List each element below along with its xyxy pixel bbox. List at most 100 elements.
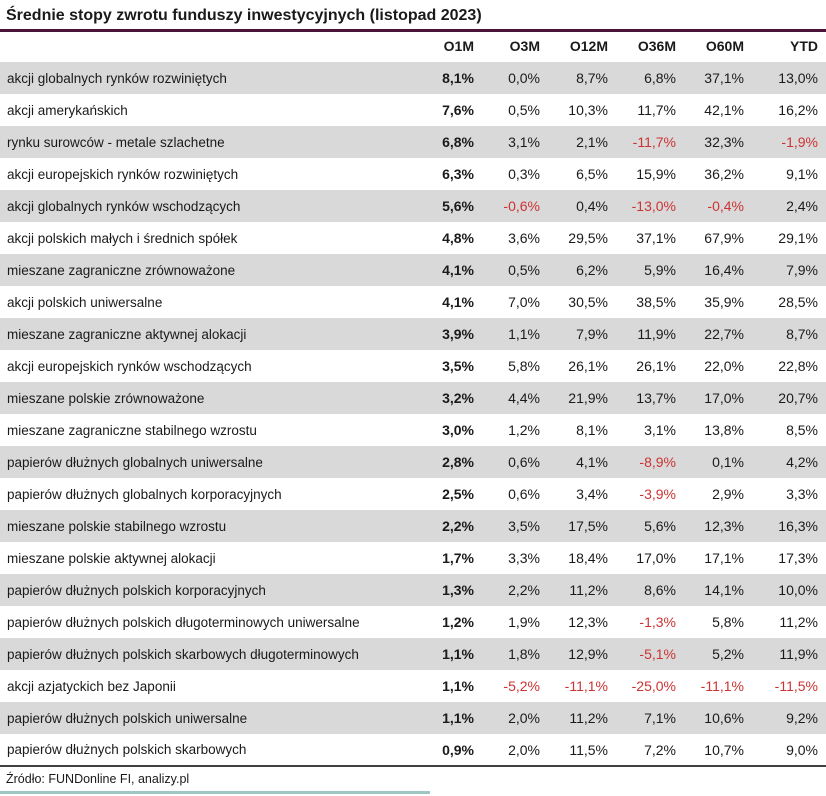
value-cell: 8,5% bbox=[786, 422, 818, 438]
value-cell: -1,3% bbox=[639, 614, 676, 630]
value-cell: 22,7% bbox=[704, 326, 744, 342]
category-cell: papierów dłużnych globalnych uniwersalne bbox=[7, 454, 263, 470]
value-cell: 5,6% bbox=[442, 198, 474, 214]
table-row: mieszane polskie aktywnej alokacji 1,7% 3,… bbox=[0, 542, 826, 574]
category-cell: papierów dłużnych polskich korporacyjnyc… bbox=[7, 582, 266, 598]
category-cell: akcji amerykańskich bbox=[7, 102, 128, 118]
value-cell: 3,0% bbox=[442, 422, 474, 438]
value-cell: 8,1% bbox=[576, 422, 608, 438]
value-cell: 7,9% bbox=[576, 326, 608, 342]
table-row: rynku surowców - metale szlachetne 6,8% 3,… bbox=[0, 126, 826, 158]
value-cell: 2,8% bbox=[442, 454, 474, 470]
value-cell: 1,1% bbox=[442, 646, 474, 662]
value-cell: 6,8% bbox=[442, 134, 474, 150]
value-cell: 0,4% bbox=[576, 198, 608, 214]
value-cell: 2,4% bbox=[786, 198, 818, 214]
value-cell: 3,1% bbox=[644, 422, 676, 438]
table-row: akcji polskich uniwersalne 4,1% 7,0% 30,5% 3… bbox=[0, 286, 826, 318]
category-cell: akcji europejskich rynków rozwiniętych bbox=[7, 166, 239, 182]
category-cell: papierów dłużnych polskich skarbowych dł… bbox=[7, 646, 359, 662]
value-cell: 7,1% bbox=[644, 710, 676, 726]
value-cell: 7,6% bbox=[442, 102, 474, 118]
value-cell: 3,3% bbox=[508, 550, 540, 566]
source-note: Źródło: FUNDonline FI, analizy.pl bbox=[6, 772, 190, 786]
value-cell: 15,9% bbox=[636, 166, 676, 182]
value-cell: 6,5% bbox=[576, 166, 608, 182]
category-cell: mieszane zagraniczne zrównoważone bbox=[7, 262, 236, 278]
value-cell: 4,1% bbox=[442, 262, 474, 278]
table-row: mieszane zagraniczne aktywnej alokacji 3,… bbox=[0, 318, 826, 350]
value-cell: -11,1% bbox=[700, 678, 744, 694]
value-cell: 1,1% bbox=[508, 326, 540, 342]
fund-returns-table: O1M O3M O12M O36M O60M YTD akcji globalnych r… bbox=[0, 32, 826, 767]
table-row: papierów dłużnych polskich skarbowych 0,9… bbox=[0, 734, 826, 766]
value-cell: 14,1% bbox=[704, 582, 744, 598]
value-cell: -11,1% bbox=[564, 678, 608, 694]
value-cell: 0,5% bbox=[508, 102, 540, 118]
table-row: mieszane polskie zrównoważone 3,2% 4,4% 21,… bbox=[0, 382, 826, 414]
value-cell: 6,3% bbox=[442, 166, 474, 182]
category-cell: akcji globalnych rynków wschodzących bbox=[7, 198, 241, 214]
value-cell: 29,5% bbox=[568, 230, 608, 246]
value-cell: 13,8% bbox=[704, 422, 744, 438]
value-cell: 42,1% bbox=[704, 102, 744, 118]
value-cell: 8,1% bbox=[442, 70, 474, 86]
value-cell: 2,0% bbox=[508, 741, 540, 758]
value-cell: 11,2% bbox=[569, 710, 608, 726]
table-row: mieszane zagraniczne zrównoważone 4,1% 0,5… bbox=[0, 254, 826, 286]
value-cell: 13,0% bbox=[778, 70, 818, 86]
value-cell: 2,2% bbox=[442, 518, 474, 534]
value-cell: 30,5% bbox=[568, 294, 608, 310]
value-cell: -1,9% bbox=[781, 134, 818, 150]
value-cell: 11,2% bbox=[569, 582, 608, 598]
table-body: akcji globalnych rynków rozwiniętych 8,1%… bbox=[0, 62, 826, 766]
value-cell: 17,5% bbox=[568, 518, 608, 534]
value-cell: 3,2% bbox=[442, 390, 474, 406]
value-cell: 2,2% bbox=[508, 582, 540, 598]
category-cell: mieszane polskie zrównoważone bbox=[7, 390, 205, 406]
category-cell: papierów dłużnych polskich skarbowych bbox=[7, 742, 247, 757]
category-cell: mieszane polskie aktywnej alokacji bbox=[7, 550, 216, 566]
value-cell: 12,9% bbox=[568, 646, 608, 662]
value-cell: 26,1% bbox=[568, 358, 608, 374]
value-cell: 0,0% bbox=[508, 70, 540, 86]
value-cell: 9,2% bbox=[786, 710, 818, 726]
value-cell: 67,9% bbox=[704, 230, 744, 246]
value-cell: -25,0% bbox=[631, 678, 676, 694]
value-cell: 16,4% bbox=[704, 262, 744, 278]
table-row: papierów dłużnych polskich uniwersalne 1,… bbox=[0, 702, 826, 734]
value-cell: 37,1% bbox=[636, 230, 676, 246]
table-row: papierów dłużnych globalnych korporacyjn… bbox=[0, 478, 826, 510]
value-cell: 21,9% bbox=[568, 390, 608, 406]
category-cell: papierów dłużnych globalnych korporacyjn… bbox=[7, 486, 282, 502]
value-cell: 17,1% bbox=[704, 550, 744, 566]
value-cell: 0,6% bbox=[508, 454, 540, 470]
table-row: akcji globalnych rynków wschodzących 5,6%… bbox=[0, 190, 826, 222]
category-cell: mieszane polskie stabilnego wzrostu bbox=[7, 518, 227, 534]
column-header: O36M bbox=[637, 38, 676, 54]
value-cell: -3,9% bbox=[639, 486, 676, 502]
table-row: mieszane polskie stabilnego wzrostu 2,2% 3… bbox=[0, 510, 826, 542]
value-cell: 29,1% bbox=[778, 230, 818, 246]
value-cell: 11,5% bbox=[569, 741, 608, 758]
brand-bar bbox=[0, 791, 430, 794]
value-cell: 3,5% bbox=[508, 518, 540, 534]
value-cell: 1,1% bbox=[442, 678, 474, 694]
value-cell: 3,4% bbox=[576, 486, 608, 502]
category-cell: rynku surowców - metale szlachetne bbox=[7, 134, 225, 150]
value-cell: 36,2% bbox=[704, 166, 744, 182]
value-cell: 3,3% bbox=[786, 486, 818, 502]
column-header: O1M bbox=[443, 38, 474, 54]
value-cell: 28,5% bbox=[778, 294, 818, 310]
value-cell: 11,9% bbox=[637, 326, 676, 342]
value-cell: 4,1% bbox=[576, 454, 608, 470]
value-cell: 4,2% bbox=[786, 454, 818, 470]
table-row: akcji europejskich rynków wschodzących 3,… bbox=[0, 350, 826, 382]
value-cell: 2,1% bbox=[576, 134, 608, 150]
value-cell: 35,9% bbox=[704, 294, 744, 310]
value-cell: 10,7% bbox=[704, 741, 744, 758]
value-cell: 37,1% bbox=[704, 70, 744, 86]
value-cell: 3,5% bbox=[442, 358, 474, 374]
column-header: O12M bbox=[569, 38, 608, 54]
